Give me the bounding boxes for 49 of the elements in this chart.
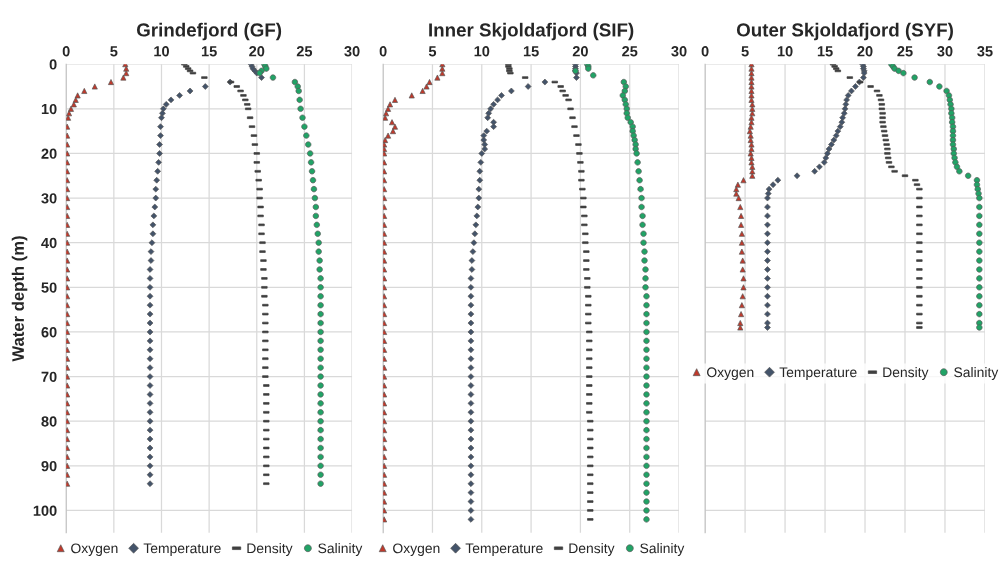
x-tick-label: 30 — [937, 46, 953, 57]
y-tick-label: 80 — [41, 416, 57, 427]
y-tick-label: 0 — [49, 59, 57, 70]
x-tick-label: 25 — [622, 46, 638, 57]
chart-title: Inner Skjoldafjord (SIF) — [429, 22, 634, 41]
y-tick-label: 50 — [41, 282, 57, 293]
x-tick-label: 0 — [701, 46, 709, 57]
x-tick-label: 5 — [428, 46, 437, 57]
y-tick-label: 90 — [41, 460, 57, 472]
legend-label: Oxygen — [707, 367, 754, 380]
x-tick-label: 30 — [344, 46, 360, 57]
x-tick-label: 10 — [777, 46, 793, 57]
x-tick-label: 25 — [296, 46, 313, 57]
legend-label: Salinity — [318, 543, 363, 556]
x-tick-label: 20 — [249, 46, 265, 57]
y-tick-label: 100 — [33, 505, 57, 516]
x-tick-label: 5 — [110, 46, 118, 57]
legend-label: Temperature — [143, 543, 221, 556]
y-tick-label: 70 — [41, 371, 57, 383]
x-tick-label: 10 — [154, 46, 169, 57]
y-tick-label: 10 — [41, 103, 57, 115]
y-tick-label: 30 — [41, 193, 57, 204]
legend-label: Temperature — [779, 367, 857, 380]
x-tick-label: 10 — [474, 46, 490, 57]
y-tick-label: 40 — [41, 237, 57, 249]
y-tick-label: 20 — [41, 148, 57, 159]
y-axis-title: Water depth (m) — [11, 236, 28, 362]
x-tick-label: 20 — [857, 46, 873, 57]
x-tick-label: 15 — [201, 46, 217, 57]
x-tick-label: 25 — [897, 46, 913, 57]
chart-title: Grindefjord (GF) — [136, 22, 282, 41]
legend-label: Salinity — [640, 543, 685, 556]
legend-label: Density — [569, 543, 615, 556]
legend-label: Oxygen — [71, 543, 118, 556]
x-tick-label: 5 — [741, 46, 749, 57]
x-tick-label: 20 — [572, 46, 588, 57]
legend-label: Temperature — [465, 543, 543, 556]
x-tick-label: 0 — [62, 46, 70, 57]
x-tick-label: 0 — [379, 46, 387, 57]
x-tick-label: 35 — [977, 46, 993, 57]
x-tick-label: 15 — [523, 46, 539, 57]
chart-title: Outer Skjoldafjord (SYF) — [736, 22, 953, 41]
series-label: Oxygen — [393, 543, 440, 556]
y-tick-label: 60 — [41, 327, 57, 338]
x-tick-label: 15 — [817, 46, 833, 57]
legend-label: Density — [247, 543, 293, 556]
legend-label: Salinity — [954, 366, 999, 380]
x-tick-label: 30 — [671, 46, 687, 57]
legend-label: Density — [883, 366, 929, 380]
